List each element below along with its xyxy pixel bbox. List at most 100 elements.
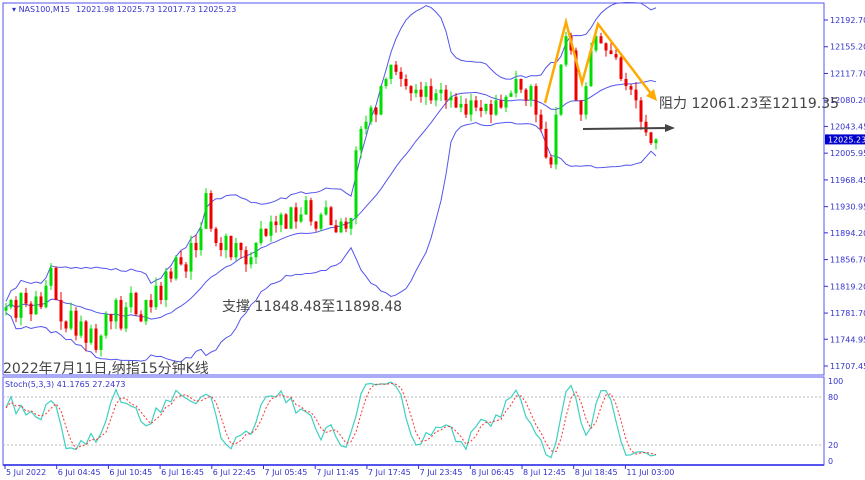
candle-body — [354, 150, 358, 219]
time-tick-label: 7 Jul 17:45 — [368, 468, 411, 477]
candle-body — [344, 221, 348, 229]
candle-body — [624, 78, 628, 87]
candle-body — [74, 310, 78, 336]
candle-body — [9, 300, 13, 308]
candle-body — [204, 193, 208, 229]
candle-body — [89, 328, 93, 343]
candle-body — [269, 221, 273, 236]
candle-body — [224, 235, 228, 251]
candle-body — [214, 228, 218, 243]
candle-body — [44, 285, 48, 308]
candle-body — [504, 96, 508, 108]
bollinger-bands — [5, 1, 657, 363]
resistance-label: 阻力 12061.23至12119.35 — [659, 96, 839, 112]
candle-body — [479, 107, 483, 112]
candle-body — [404, 78, 408, 87]
candle-body — [534, 86, 538, 115]
bollinger-middle-band — [5, 80, 657, 320]
price-tick-label: 12117.70 — [830, 69, 865, 78]
candle-body — [109, 314, 113, 322]
stoch-label: Stoch(5,3,3) 41.1765 27.2473 — [5, 380, 125, 389]
time-tick-label: 7 Jul 23:45 — [420, 468, 463, 477]
candle-body — [219, 242, 223, 251]
candle-body — [159, 285, 163, 301]
candle-body — [179, 257, 183, 265]
candle-body — [369, 107, 373, 122]
candle-body — [644, 121, 648, 133]
trend-arrowhead — [646, 89, 657, 101]
candles — [4, 32, 658, 357]
candle-body — [509, 93, 513, 97]
time-tick-label: 8 Jul 12:45 — [523, 468, 566, 477]
candle-body — [94, 328, 98, 350]
main-chart-frame — [2, 2, 825, 376]
candle-body — [399, 71, 403, 79]
candle-body — [24, 292, 28, 304]
candle-body — [124, 307, 128, 329]
horizontal-arrow[interactable] — [582, 127, 669, 130]
candle-body — [54, 267, 58, 301]
candle-body — [334, 225, 338, 233]
candle-body — [59, 300, 63, 322]
candle-body — [39, 296, 43, 308]
candle-body — [319, 214, 323, 229]
candle-body — [289, 207, 293, 229]
candle-body — [244, 250, 248, 265]
candle-body — [474, 100, 478, 108]
candle-body — [279, 214, 283, 226]
candle-body — [189, 242, 193, 272]
candle-body — [119, 300, 123, 329]
candle-body — [209, 193, 213, 229]
price-tick-label: 11819.20 — [830, 282, 865, 291]
candle-body — [584, 86, 588, 115]
time-tick-label: 8 Jul 18:45 — [575, 468, 618, 477]
candle-body — [249, 257, 253, 265]
candle-body — [554, 114, 558, 165]
stoch-d-line — [5, 382, 657, 456]
candle-body — [379, 86, 383, 115]
candle-body — [429, 86, 433, 101]
candle-body — [424, 86, 428, 97]
candle-body — [129, 292, 133, 308]
bollinger-upper-band — [5, 1, 657, 302]
candle-body — [184, 264, 188, 272]
candle-body — [384, 78, 388, 87]
candle-body — [294, 207, 298, 222]
candle-body — [574, 50, 578, 101]
candle-body — [419, 89, 423, 97]
candle-body — [264, 228, 268, 236]
ohlc-values: 12021.98 12025.73 12017.73 12025.23 — [76, 5, 236, 14]
candle-body — [239, 242, 243, 251]
current-price-tag — [825, 134, 865, 145]
candle-body — [614, 54, 618, 58]
candle-body — [349, 218, 353, 229]
candle-body — [4, 307, 8, 311]
candle-body — [549, 157, 553, 165]
candle-body — [524, 89, 528, 101]
collapse-triangle-icon[interactable]: ▾ — [12, 5, 19, 14]
current-price-label: 12025.23 — [828, 135, 865, 144]
candle-body — [174, 257, 178, 279]
time-tick-label: 8 Jul 06:45 — [471, 468, 514, 477]
candle-body — [619, 57, 623, 79]
price-tick-label: 12005.95 — [830, 149, 865, 158]
price-tick-label: 11930.95 — [830, 203, 865, 212]
candle-body — [274, 221, 278, 226]
candle-body — [19, 292, 23, 318]
time-axis: 5 Jul 2022 6 Jul 04:45 6 Jul 10:45 6 Jul 16… — [4, 465, 674, 477]
candle-body — [519, 78, 523, 90]
candle-body — [284, 214, 288, 229]
trend-line[interactable] — [543, 17, 653, 104]
candle-body — [499, 100, 503, 108]
price-tick-label: 11781.70 — [830, 309, 865, 318]
candle-body — [324, 207, 328, 215]
candle-body — [464, 103, 468, 115]
candle-body — [489, 103, 493, 115]
time-tick-label: 6 Jul 10:45 — [109, 468, 152, 477]
candle-body — [49, 267, 53, 286]
chart-title: 2022年7月11日,纳指15分钟K线 — [3, 360, 209, 377]
price-tick-label: 11856.70 — [830, 256, 865, 265]
candle-body — [114, 300, 118, 322]
